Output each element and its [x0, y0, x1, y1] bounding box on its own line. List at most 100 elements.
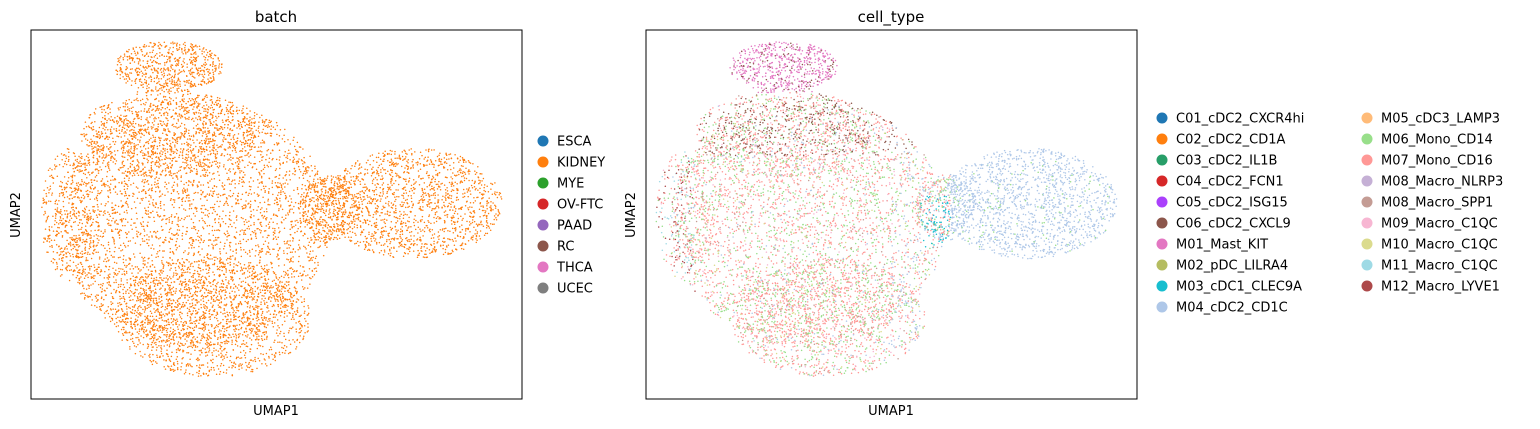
data-point — [212, 263, 214, 266]
data-point — [296, 162, 298, 165]
data-point — [197, 104, 200, 106]
data-point — [81, 241, 84, 244]
data-point — [155, 332, 157, 335]
data-point — [257, 218, 260, 221]
data-point — [256, 320, 258, 322]
data-point — [389, 174, 392, 176]
data-point — [160, 109, 162, 111]
data-point — [290, 327, 293, 330]
data-point — [233, 134, 236, 136]
data-point — [295, 322, 297, 324]
data-point — [122, 255, 125, 257]
data-point — [153, 329, 156, 332]
data-point — [410, 231, 413, 233]
data-point — [205, 140, 207, 143]
data-point — [150, 247, 152, 250]
data-point — [114, 185, 117, 188]
data-point — [166, 148, 169, 151]
data-point — [266, 164, 268, 167]
data-point — [88, 181, 90, 184]
data-point — [258, 160, 261, 163]
data-point — [232, 192, 235, 195]
data-point — [177, 328, 179, 330]
data-point — [74, 192, 77, 195]
data-point — [170, 90, 172, 93]
data-point — [245, 342, 248, 344]
data-point — [486, 202, 488, 205]
data-point — [179, 219, 181, 222]
data-point — [84, 211, 86, 214]
data-point — [161, 171, 163, 173]
data-point — [112, 157, 115, 159]
data-point — [203, 259, 205, 262]
data-point — [274, 359, 277, 362]
data-point — [203, 80, 205, 83]
data-point — [241, 205, 243, 208]
data-point — [380, 244, 383, 247]
data-point — [335, 219, 338, 221]
data-point — [90, 304, 93, 306]
data-point — [242, 105, 245, 107]
data-point — [145, 335, 148, 338]
data-point — [192, 63, 194, 66]
data-point — [159, 300, 162, 303]
data-point — [139, 139, 141, 142]
data-point — [311, 225, 313, 228]
data-point — [111, 313, 114, 316]
data-point — [77, 196, 79, 198]
data-point — [118, 320, 121, 322]
data-point — [324, 198, 326, 201]
data-point — [261, 267, 263, 270]
data-point — [173, 58, 176, 60]
data-point — [322, 185, 325, 188]
data-point — [125, 99, 128, 102]
data-point — [130, 157, 132, 160]
data-point — [72, 213, 74, 216]
data-point — [182, 69, 185, 71]
data-point — [439, 228, 442, 231]
data-point — [165, 156, 167, 158]
data-point — [473, 220, 476, 223]
data-point — [248, 122, 251, 125]
data-point — [186, 190, 189, 192]
data-point — [245, 297, 248, 300]
data-point — [377, 228, 379, 231]
data-point — [217, 196, 219, 198]
data-point — [84, 272, 86, 274]
data-point — [263, 187, 265, 190]
data-point — [414, 228, 417, 231]
data-point — [292, 339, 294, 341]
data-point — [278, 174, 281, 176]
data-point — [264, 292, 266, 294]
data-point — [180, 291, 182, 294]
data-point — [344, 180, 346, 182]
data-point — [224, 99, 227, 101]
data-point — [173, 189, 175, 191]
data-point — [87, 266, 90, 268]
data-point — [223, 202, 226, 205]
data-point — [177, 347, 179, 350]
data-point — [172, 190, 175, 193]
data-point — [199, 354, 201, 356]
data-point — [196, 123, 199, 126]
data-point — [386, 245, 389, 248]
data-point — [225, 267, 227, 270]
data-point — [228, 178, 230, 181]
data-point — [87, 251, 89, 253]
data-point — [160, 287, 162, 289]
data-point — [85, 259, 87, 262]
data-point — [78, 165, 80, 168]
data-point — [167, 68, 170, 70]
data-point — [186, 188, 189, 190]
data-point — [459, 235, 462, 238]
data-point — [284, 320, 286, 323]
data-point — [186, 226, 188, 229]
data-point — [307, 169, 309, 172]
data-point — [192, 212, 195, 215]
data-point — [241, 229, 243, 231]
data-point — [413, 192, 415, 194]
data-point — [185, 156, 187, 159]
data-point — [350, 179, 353, 182]
data-point — [171, 232, 173, 235]
data-point — [215, 148, 217, 151]
